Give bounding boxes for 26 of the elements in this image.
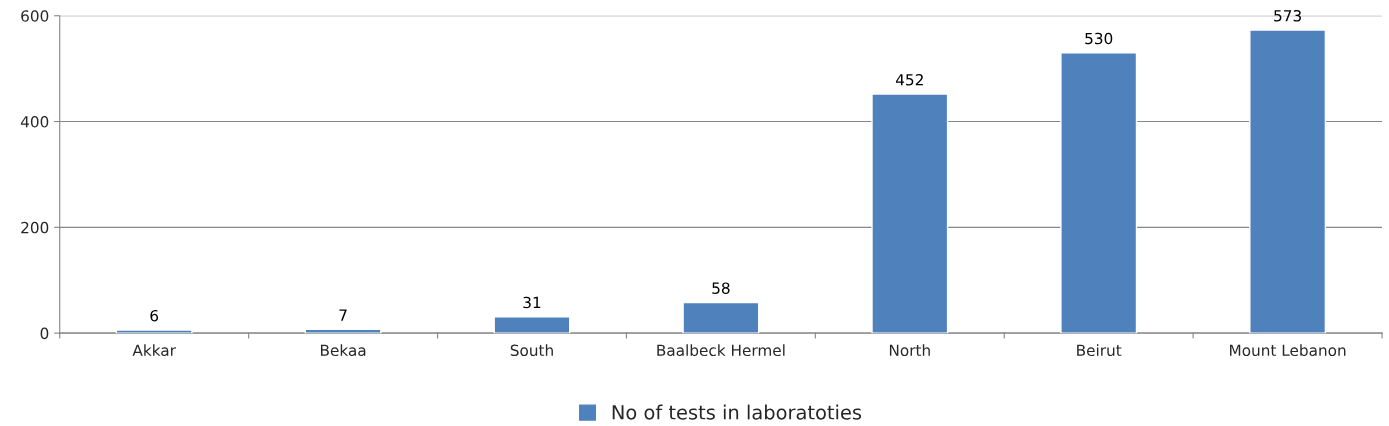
legend-label: No of tests in laboratoties (612, 404, 862, 420)
bar (115, 329, 193, 334)
bar (493, 316, 571, 334)
x-tick-label: South (510, 344, 553, 357)
bar (1060, 52, 1138, 334)
y-tick-label: 0 (40, 327, 49, 340)
x-tick-label: Baalbeck Hermel (657, 344, 785, 357)
data-label: 452 (895, 73, 923, 86)
data-label: 31 (523, 296, 541, 309)
data-label: 573 (1274, 9, 1301, 22)
data-label: 58 (712, 282, 730, 294)
data-label: 6 (150, 309, 159, 322)
y-tick-label: 600 (21, 10, 49, 22)
bar (304, 328, 382, 334)
bar (1249, 29, 1327, 334)
x-tick-label: Mount Lebanon (1230, 344, 1346, 357)
bar (682, 301, 760, 334)
data-label: 7 (339, 309, 347, 321)
y-tick-label: 400 (20, 116, 49, 128)
x-tick-label: Bekaa (320, 344, 366, 357)
x-tick-label: Akkar (132, 344, 176, 357)
x-tick-label: Beirut (1077, 344, 1122, 357)
y-tick-label: 200 (21, 221, 49, 234)
bar (871, 93, 949, 334)
x-tick-label: North (889, 344, 930, 357)
data-label: 530 (1085, 32, 1113, 45)
